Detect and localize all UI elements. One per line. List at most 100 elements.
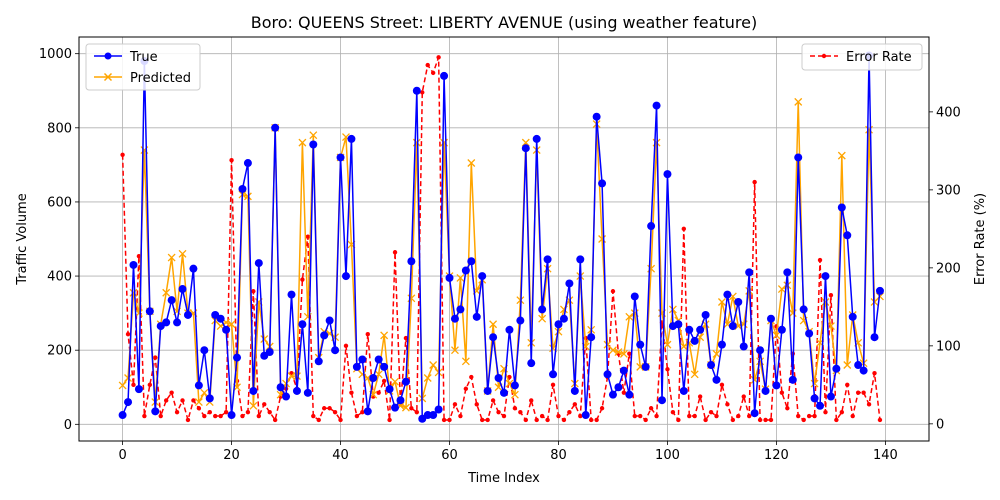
point-true [391,403,400,412]
point-predicted [429,361,438,369]
point-true [124,398,133,407]
point-true [745,268,754,277]
point-true [227,411,236,420]
point-true [559,314,568,323]
point-true [374,355,383,364]
point-predicted [178,249,187,258]
x-tick-label: 40 [332,448,349,463]
point-true [287,290,296,299]
x-tick-label: 100 [655,448,680,463]
point-error-rate [147,382,153,388]
point-true [429,411,438,420]
point-true [783,268,792,277]
point-true [325,316,334,325]
point-true [243,159,252,168]
point-error-rate [327,406,332,411]
point-predicted [489,320,498,329]
point-true [145,307,154,316]
point-true [565,279,574,288]
point-true [663,170,672,179]
y-tick-label: 800 [47,121,72,136]
point-true [843,231,852,240]
point-true [254,259,263,268]
point-error-rate [757,417,763,423]
point-predicted [451,346,459,355]
point-error-rate [305,234,311,239]
point-error-rate [877,417,883,423]
point-true [151,407,160,416]
y2-tick-label: 100 [936,339,961,354]
point-predicted [538,314,547,323]
point-predicted [167,253,176,262]
point-true [467,257,476,266]
point-true [456,305,465,314]
point-true [401,377,410,386]
point-error-rate [599,406,605,411]
point-true [674,320,683,329]
point-error-rate [185,417,191,423]
point-true [821,272,830,281]
point-error-rate [556,413,561,419]
legend-error-marker [821,53,827,59]
legend-error-label: Error Rate [846,50,912,65]
point-predicted [456,273,465,282]
point-true [271,123,280,132]
y2-tick-label: 300 [936,183,961,198]
point-true [832,364,841,373]
point-error-rate [627,351,632,356]
point-error-rate [202,413,207,419]
point-predicted [249,401,258,410]
point-true [472,312,481,321]
point-error-rate [169,390,174,395]
point-error-rate [245,409,251,415]
point-true [440,71,449,80]
point-true [183,310,192,319]
point-true [707,361,716,370]
point-error-rate [463,386,469,391]
point-true [341,272,350,281]
point-predicted [380,331,389,340]
point-error-rate [518,409,523,415]
point-predicted [810,379,819,388]
point-true [816,401,825,410]
legend-true-label: True [129,50,158,65]
point-predicted [461,357,470,366]
point-error-rate [850,413,855,419]
point-true [619,366,628,375]
point-error-rate [409,406,414,411]
point-true [766,314,775,323]
point-error-rate [490,398,496,403]
point-predicted [391,377,399,386]
plot-frame [78,36,930,442]
point-predicted [129,288,138,297]
y-tick-label: 200 [47,344,72,359]
point-error-rate [768,417,774,423]
point-error-rate [131,382,136,388]
point-true [134,385,143,394]
point-predicted [843,361,852,369]
x-tick-label: 80 [550,448,567,463]
point-error-rate [823,409,828,415]
point-true [222,325,231,334]
point-error-rate [338,417,343,423]
point-true [701,310,710,319]
point-true [292,386,301,395]
point-predicted [309,131,318,140]
point-true [205,394,214,403]
point-error-rate [681,226,687,232]
point-true [870,333,879,342]
point-predicted [260,335,269,344]
point-true [494,373,503,382]
point-error-rate [545,417,550,423]
point-error-rate [441,417,447,423]
point-error-rate [158,413,163,419]
point-error-rate [191,398,196,403]
point-true [875,286,884,295]
point-true [608,390,617,399]
point-predicted [625,312,634,321]
point-true [859,366,868,375]
point-error-rate [136,253,142,259]
point-true [794,153,803,162]
y-tick-label: 400 [47,270,72,285]
point-error-rate [251,289,256,294]
